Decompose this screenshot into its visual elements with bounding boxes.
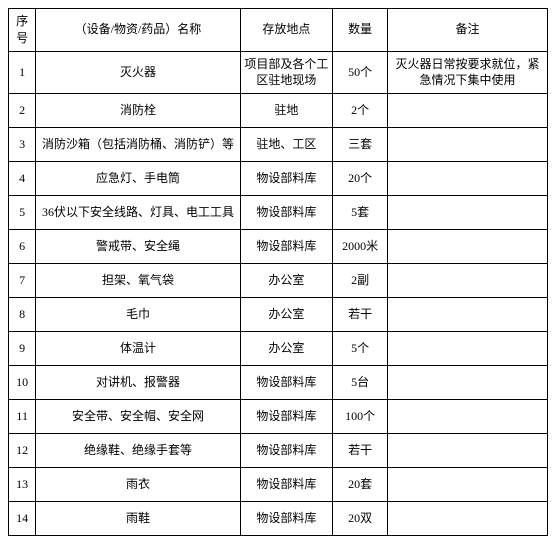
cell-name: 体温计 [36, 332, 240, 366]
cell-name: 雨鞋 [36, 502, 240, 536]
cell-loc: 物设部料库 [240, 162, 333, 196]
cell-loc: 物设部料库 [240, 196, 333, 230]
table-row: 14雨鞋物设部料库20双 [9, 502, 548, 536]
cell-notes [387, 196, 547, 230]
cell-name: 消防沙箱（包括消防桶、消防铲）等 [36, 128, 240, 162]
table-row: 8毛巾办公室若干 [9, 298, 548, 332]
cell-seq: 12 [9, 434, 36, 468]
table-row: 2消防栓驻地2个 [9, 94, 548, 128]
cell-seq: 3 [9, 128, 36, 162]
cell-notes [387, 264, 547, 298]
col-header-notes: 备注 [387, 9, 547, 52]
cell-seq: 9 [9, 332, 36, 366]
cell-seq: 4 [9, 162, 36, 196]
cell-loc: 驻地 [240, 94, 333, 128]
cell-qty: 100个 [333, 400, 388, 434]
cell-seq: 14 [9, 502, 36, 536]
table-row: 4应急灯、手电筒物设部料库20个 [9, 162, 548, 196]
cell-notes [387, 366, 547, 400]
cell-notes [387, 400, 547, 434]
cell-seq: 7 [9, 264, 36, 298]
table-row: 10对讲机、报警器物设部料库5台 [9, 366, 548, 400]
cell-qty: 三套 [333, 128, 388, 162]
cell-qty: 20套 [333, 468, 388, 502]
cell-name: 对讲机、报警器 [36, 366, 240, 400]
cell-qty: 2个 [333, 94, 388, 128]
cell-loc: 驻地、工区 [240, 128, 333, 162]
cell-seq: 11 [9, 400, 36, 434]
cell-name: 警戒带、安全绳 [36, 230, 240, 264]
cell-seq: 10 [9, 366, 36, 400]
cell-notes [387, 94, 547, 128]
table-header-row: 序号 （设备/物资/药品）名称 存放地点 数量 备注 [9, 9, 548, 52]
cell-seq: 6 [9, 230, 36, 264]
cell-name: 应急灯、手电筒 [36, 162, 240, 196]
col-header-seq: 序号 [9, 9, 36, 52]
table-row: 3消防沙箱（包括消防桶、消防铲）等驻地、工区三套 [9, 128, 548, 162]
cell-loc: 物设部料库 [240, 502, 333, 536]
cell-seq: 13 [9, 468, 36, 502]
cell-qty: 5个 [333, 332, 388, 366]
cell-name: 灭火器 [36, 51, 240, 94]
cell-notes [387, 230, 547, 264]
cell-qty: 20个 [333, 162, 388, 196]
cell-qty: 若干 [333, 434, 388, 468]
cell-qty: 50个 [333, 51, 388, 94]
cell-name: 绝缘鞋、绝缘手套等 [36, 434, 240, 468]
table-row: 6警戒带、安全绳物设部料库2000米 [9, 230, 548, 264]
cell-loc: 物设部料库 [240, 230, 333, 264]
cell-seq: 2 [9, 94, 36, 128]
equipment-table: 序号 （设备/物资/药品）名称 存放地点 数量 备注 1灭火器项目部及各个工区驻… [8, 8, 548, 536]
table-row: 12绝缘鞋、绝缘手套等物设部料库若干 [9, 434, 548, 468]
table-row: 9体温计办公室5个 [9, 332, 548, 366]
cell-name: 36伏以下安全线路、灯具、电工工具 [36, 196, 240, 230]
cell-qty: 5台 [333, 366, 388, 400]
table-row: 11安全带、安全帽、安全网物设部料库100个 [9, 400, 548, 434]
cell-loc: 物设部料库 [240, 434, 333, 468]
col-header-qty: 数量 [333, 9, 388, 52]
cell-notes [387, 502, 547, 536]
cell-notes [387, 332, 547, 366]
cell-name: 担架、氧气袋 [36, 264, 240, 298]
cell-loc: 物设部料库 [240, 468, 333, 502]
cell-qty: 5套 [333, 196, 388, 230]
cell-seq: 1 [9, 51, 36, 94]
cell-notes [387, 162, 547, 196]
table-row: 1灭火器项目部及各个工区驻地现场50个灭火器日常按要求就位，紧急情况下集中使用 [9, 51, 548, 94]
col-header-name: （设备/物资/药品）名称 [36, 9, 240, 52]
cell-loc: 物设部料库 [240, 400, 333, 434]
cell-qty: 若干 [333, 298, 388, 332]
col-header-loc: 存放地点 [240, 9, 333, 52]
cell-loc: 办公室 [240, 298, 333, 332]
cell-notes: 灭火器日常按要求就位，紧急情况下集中使用 [387, 51, 547, 94]
table-row: 536伏以下安全线路、灯具、电工工具物设部料库5套 [9, 196, 548, 230]
cell-notes [387, 128, 547, 162]
cell-notes [387, 468, 547, 502]
cell-name: 消防栓 [36, 94, 240, 128]
cell-seq: 5 [9, 196, 36, 230]
cell-qty: 20双 [333, 502, 388, 536]
cell-name: 安全带、安全帽、安全网 [36, 400, 240, 434]
cell-qty: 2000米 [333, 230, 388, 264]
cell-name: 毛巾 [36, 298, 240, 332]
cell-name: 雨衣 [36, 468, 240, 502]
cell-loc: 物设部料库 [240, 366, 333, 400]
cell-loc: 办公室 [240, 264, 333, 298]
table-row: 13雨衣物设部料库20套 [9, 468, 548, 502]
cell-seq: 8 [9, 298, 36, 332]
cell-loc: 办公室 [240, 332, 333, 366]
cell-notes [387, 434, 547, 468]
cell-loc: 项目部及各个工区驻地现场 [240, 51, 333, 94]
table-row: 7担架、氧气袋办公室2副 [9, 264, 548, 298]
cell-notes [387, 298, 547, 332]
cell-qty: 2副 [333, 264, 388, 298]
